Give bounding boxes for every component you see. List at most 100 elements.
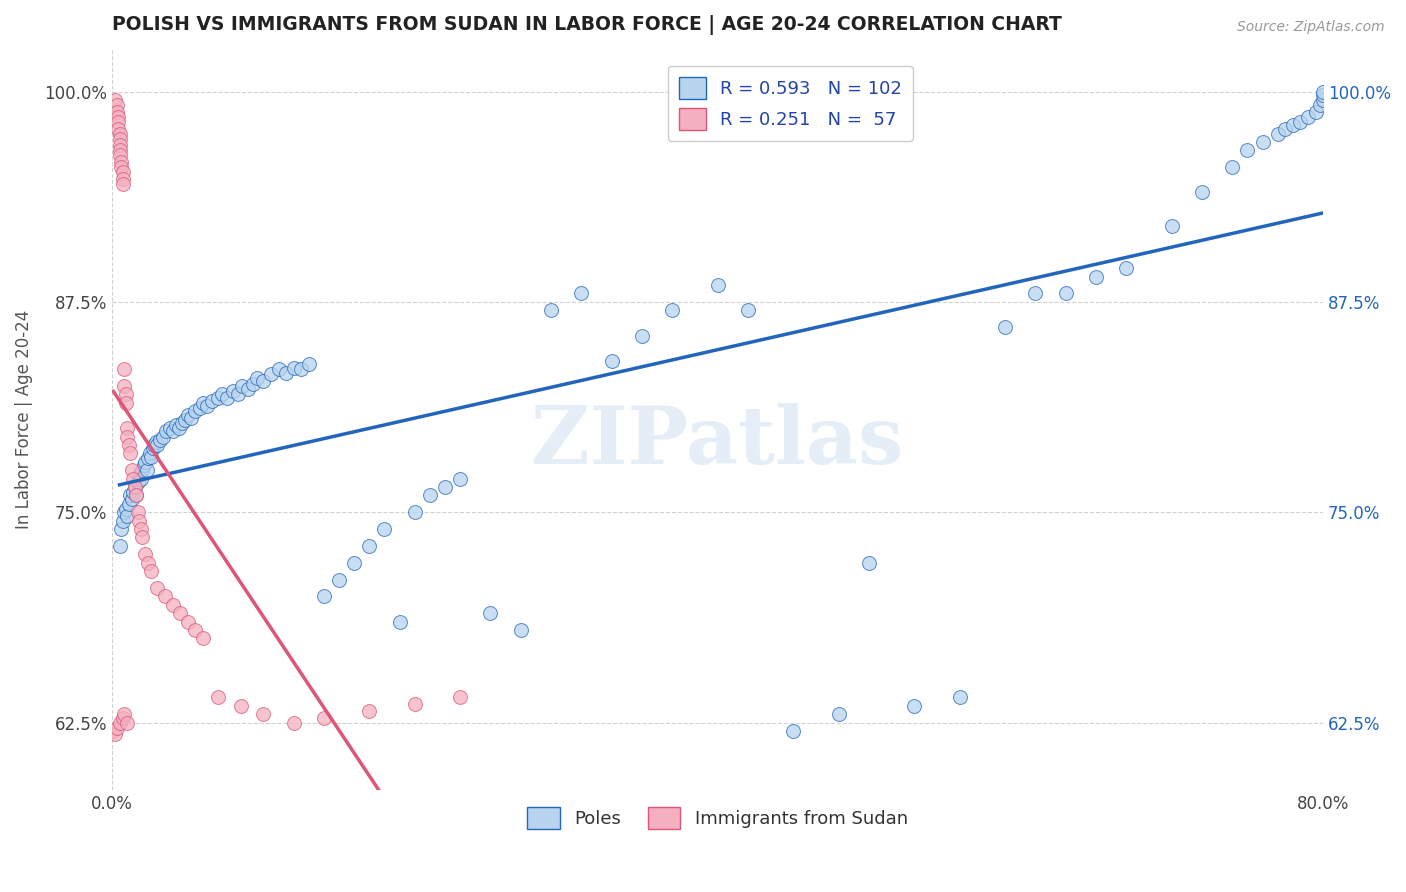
Point — [122, 472, 145, 486]
Point — [110, 160, 132, 174]
Point — [290, 362, 312, 376]
Point — [146, 438, 169, 452]
Point — [1296, 110, 1319, 124]
Point — [191, 632, 214, 646]
Point — [132, 458, 155, 472]
Point — [827, 707, 849, 722]
Point — [170, 416, 193, 430]
Text: POLISH VS IMMIGRANTS FROM SUDAN IN LABOR FORCE | AGE 20-24 CORRELATION CHART: POLISH VS IMMIGRANTS FROM SUDAN IN LABOR… — [112, 15, 1062, 35]
Point — [129, 522, 152, 536]
Point — [1251, 135, 1274, 149]
Point — [238, 383, 260, 397]
Point — [115, 715, 138, 730]
Point — [135, 463, 157, 477]
Point — [149, 433, 172, 447]
Point — [328, 573, 350, 587]
Point — [419, 488, 441, 502]
Point — [449, 690, 471, 705]
Point — [246, 370, 269, 384]
Point — [1160, 219, 1182, 234]
Point — [146, 581, 169, 595]
Point — [201, 394, 224, 409]
Point — [159, 421, 181, 435]
Point — [229, 698, 252, 713]
Point — [104, 93, 127, 107]
Point — [184, 623, 207, 637]
Point — [162, 598, 184, 612]
Point — [176, 408, 198, 422]
Point — [110, 155, 132, 169]
Point — [1274, 121, 1296, 136]
Point — [117, 497, 139, 511]
Point — [191, 396, 214, 410]
Point — [1267, 127, 1289, 141]
Point — [124, 480, 146, 494]
Point — [112, 362, 135, 376]
Point — [1312, 87, 1334, 102]
Point — [252, 707, 274, 722]
Point — [1024, 286, 1046, 301]
Point — [112, 505, 135, 519]
Point — [111, 710, 134, 724]
Point — [359, 704, 381, 718]
Point — [207, 391, 229, 405]
Point — [115, 429, 138, 443]
Point — [283, 360, 305, 375]
Point — [125, 488, 148, 502]
Point — [260, 368, 283, 382]
Point — [1236, 144, 1258, 158]
Point — [359, 539, 381, 553]
Point — [108, 131, 131, 145]
Point — [107, 115, 129, 129]
Point — [274, 366, 297, 380]
Point — [1312, 93, 1334, 107]
Point — [737, 303, 759, 318]
Point — [242, 377, 264, 392]
Y-axis label: In Labor Force | Age 20-24: In Labor Force | Age 20-24 — [15, 310, 32, 529]
Point — [252, 374, 274, 388]
Point — [1054, 286, 1077, 301]
Point — [1282, 118, 1305, 132]
Point — [108, 539, 131, 553]
Point — [231, 379, 253, 393]
Point — [141, 564, 163, 578]
Point — [105, 721, 128, 735]
Point — [134, 547, 156, 561]
Legend: Poles, Immigrants from Sudan: Poles, Immigrants from Sudan — [520, 800, 915, 837]
Point — [125, 488, 148, 502]
Point — [124, 480, 146, 494]
Point — [120, 446, 142, 460]
Point — [121, 463, 143, 477]
Point — [103, 724, 125, 739]
Point — [211, 387, 233, 401]
Point — [1289, 115, 1312, 129]
Point — [136, 556, 159, 570]
Point — [706, 278, 728, 293]
Point — [105, 98, 128, 112]
Point — [128, 468, 150, 483]
Point — [509, 623, 531, 637]
Point — [373, 522, 395, 536]
Point — [1312, 85, 1334, 99]
Point — [141, 450, 163, 464]
Point — [1191, 186, 1213, 200]
Point — [108, 127, 131, 141]
Point — [153, 590, 176, 604]
Point — [107, 110, 129, 124]
Point — [479, 606, 502, 620]
Point — [145, 434, 167, 449]
Point — [1305, 104, 1327, 119]
Point — [1115, 261, 1137, 276]
Point — [115, 508, 138, 523]
Point — [108, 715, 131, 730]
Point — [195, 399, 218, 413]
Point — [298, 357, 321, 371]
Point — [104, 727, 127, 741]
Point — [1220, 160, 1243, 174]
Point — [858, 556, 880, 570]
Point — [117, 438, 139, 452]
Point — [343, 556, 366, 570]
Point — [108, 148, 131, 162]
Point — [207, 690, 229, 705]
Point — [152, 429, 174, 443]
